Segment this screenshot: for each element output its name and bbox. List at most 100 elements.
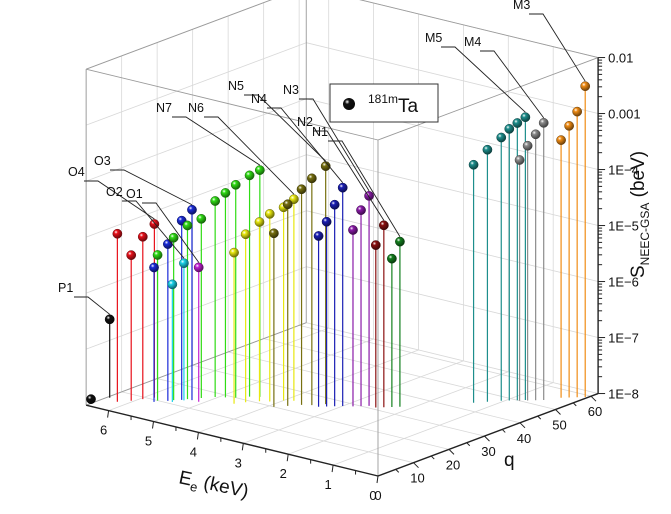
y-tick-label: 10 xyxy=(410,471,424,486)
y-minor-tick xyxy=(430,455,435,460)
shell-label-o1: O1 xyxy=(126,187,143,201)
grid-line xyxy=(263,338,556,410)
data-point-m3 xyxy=(564,121,574,131)
z-axis-title-main: S xyxy=(628,265,649,278)
grid-layer xyxy=(85,0,599,477)
leader-line-n5 xyxy=(244,94,326,162)
grid-line xyxy=(306,266,599,338)
data-point-n7 xyxy=(182,220,193,231)
leader-line-n6 xyxy=(204,116,295,195)
shell-label-n4: N4 xyxy=(251,92,267,106)
x-tick xyxy=(107,410,110,418)
leader-line-m5 xyxy=(441,46,526,113)
data-point-n4 xyxy=(321,216,332,227)
y-tick xyxy=(590,395,597,402)
x-tick-label: 5 xyxy=(145,434,152,449)
x-axis-title-sub: e xyxy=(189,479,199,495)
data-point-n5 xyxy=(306,173,317,184)
box-edge xyxy=(359,0,599,58)
x-axis-title-main: E xyxy=(177,467,194,490)
y-tick-label: 50 xyxy=(552,418,566,433)
z-axis-title-sub: NEEC-GSA xyxy=(638,203,652,266)
x-tick xyxy=(152,421,154,429)
legend-marker xyxy=(343,98,355,110)
data-point-n6 xyxy=(254,217,265,227)
y-minor-tick xyxy=(501,429,506,433)
data-point-n5 xyxy=(296,184,307,195)
x-tick-label: 0 xyxy=(369,488,376,503)
y-tick-label: 40 xyxy=(517,431,531,446)
shell-label-n1: N1 xyxy=(312,125,328,139)
data-point-n7 xyxy=(196,213,207,224)
grid-line xyxy=(86,42,307,126)
z-axis-title-rest: (beV) xyxy=(628,151,649,203)
grid-line xyxy=(306,210,599,282)
y-minor-tick xyxy=(537,415,542,420)
data-point-o1 xyxy=(193,262,204,273)
data-point-o4 xyxy=(137,231,148,242)
shell-label-m3: M3 xyxy=(513,0,530,12)
legend-label-base: Ta xyxy=(398,96,419,117)
grid-line xyxy=(86,266,307,350)
data-point-n7 xyxy=(210,196,221,206)
data-point-o3 xyxy=(187,204,197,215)
shell-label-m5: M5 xyxy=(425,31,442,45)
grid-line xyxy=(299,324,592,397)
x-tick xyxy=(331,465,334,473)
z-tick-label: 1E−4 xyxy=(608,163,639,178)
data-point-n1 xyxy=(387,253,397,264)
grid-line xyxy=(359,0,599,58)
z-tick-label: 1E−5 xyxy=(608,219,639,234)
leader-line-n1 xyxy=(328,140,401,237)
y-tick xyxy=(448,449,455,455)
x-tick-label: 2 xyxy=(280,466,287,481)
grid-line xyxy=(86,210,307,294)
grid-line xyxy=(306,42,599,114)
data-point-m4 xyxy=(530,129,541,140)
data-point-m4 xyxy=(522,140,533,151)
data-point-n1 xyxy=(395,236,405,247)
data-point-o4 xyxy=(126,250,137,260)
z-axis-title: SNEEC-GSA (beV) xyxy=(628,151,652,278)
data-point-n5 xyxy=(282,199,293,210)
grid-line xyxy=(86,98,307,182)
y-tick-label-zero: 0 xyxy=(374,488,381,503)
data-point-m5 xyxy=(504,124,515,134)
data-point-m5 xyxy=(482,144,493,155)
legend: 181mTa xyxy=(329,83,439,123)
grid-line xyxy=(288,371,509,455)
grid-line xyxy=(332,382,554,466)
data-point-n6 xyxy=(240,229,251,240)
data-point-n6 xyxy=(264,209,275,219)
data-point-n4 xyxy=(337,182,348,193)
grid-line xyxy=(121,391,414,464)
leader-line-n3 xyxy=(299,98,370,192)
leader-line-o1 xyxy=(142,202,200,263)
x-tick xyxy=(241,443,244,451)
grid-line xyxy=(86,154,307,238)
legend-label: 181mTa xyxy=(368,92,419,117)
y-axis-title: q xyxy=(504,450,515,471)
data-point-n7 xyxy=(152,250,163,260)
data-point-m4 xyxy=(514,155,525,165)
x-tick-label: 4 xyxy=(190,444,197,459)
data-point-o2 xyxy=(167,279,178,290)
leader-line-n2 xyxy=(313,130,385,221)
data-point-m3 xyxy=(580,81,591,92)
shell-label-o4: O4 xyxy=(68,165,85,179)
leader-line-o3 xyxy=(110,169,193,206)
points-layer xyxy=(86,81,591,404)
shell-label-o3: O3 xyxy=(94,154,111,168)
box-edge xyxy=(85,0,273,70)
data-point-n6 xyxy=(229,247,239,258)
data-point-n3 xyxy=(348,225,358,235)
data-point-n7 xyxy=(168,232,179,243)
z-tick-label: 0.001 xyxy=(608,107,641,122)
y-tick xyxy=(413,462,419,469)
z-tick-label: 1E−8 xyxy=(608,387,639,402)
data-point-n7 xyxy=(220,188,231,198)
y-tick xyxy=(519,422,526,429)
data-point-o2 xyxy=(179,258,189,269)
shell-label-n3: N3 xyxy=(283,83,299,97)
z-tick-label: 1E−6 xyxy=(608,275,639,290)
